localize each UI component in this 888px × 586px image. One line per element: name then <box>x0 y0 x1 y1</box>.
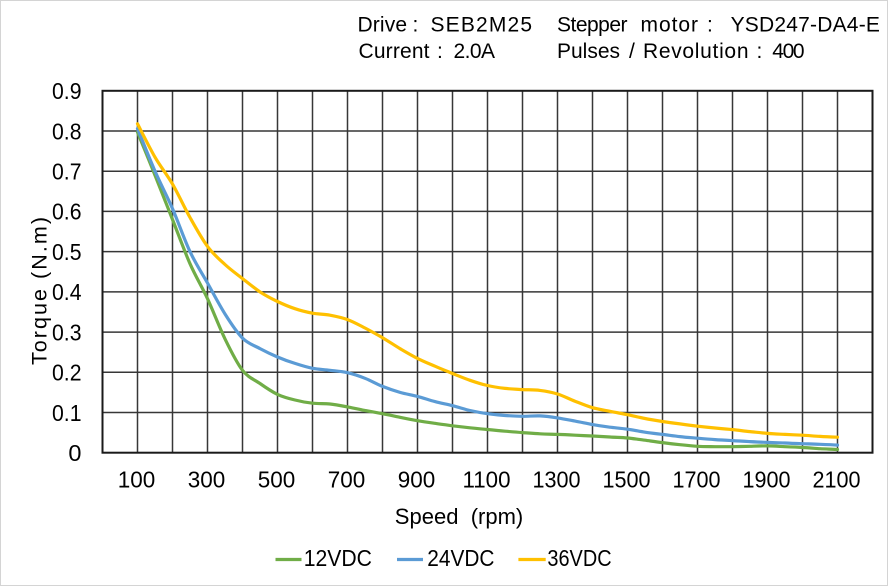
svg-text:100: 100 <box>118 467 156 493</box>
svg-text:1300: 1300 <box>533 467 581 493</box>
svg-text:1900: 1900 <box>743 467 791 493</box>
svg-text:1700: 1700 <box>673 467 721 493</box>
svg-text:500: 500 <box>258 467 296 493</box>
svg-text:YSD247-DA4-E: YSD247-DA4-E <box>731 13 880 36</box>
svg-text:motor: motor <box>641 13 699 36</box>
svg-text:0.1: 0.1 <box>52 400 82 426</box>
svg-text:12VDC: 12VDC <box>304 545 372 571</box>
svg-text:1500: 1500 <box>603 467 651 493</box>
svg-text:24VDC: 24VDC <box>427 545 494 571</box>
svg-text:0.9: 0.9 <box>52 78 82 104</box>
svg-text:0: 0 <box>68 440 81 466</box>
svg-text:0.4: 0.4 <box>52 279 82 305</box>
svg-text:0.5: 0.5 <box>52 239 82 265</box>
svg-text::: : <box>437 40 443 63</box>
svg-text:Revolution: Revolution <box>643 40 749 63</box>
svg-text:0.3: 0.3 <box>52 319 82 345</box>
svg-text::: : <box>757 40 763 63</box>
svg-text:Torque (N.m): Torque (N.m) <box>27 217 51 365</box>
svg-text:Drive: Drive <box>358 13 408 36</box>
svg-text:0.6: 0.6 <box>52 199 82 225</box>
svg-text:Speed (rpm): Speed (rpm) <box>395 504 524 529</box>
svg-text:400: 400 <box>772 40 804 63</box>
svg-text:Stepper: Stepper <box>557 13 628 36</box>
svg-text:0.7: 0.7 <box>52 159 82 185</box>
svg-text:0.8: 0.8 <box>52 118 82 144</box>
svg-text::: : <box>413 13 419 36</box>
svg-text:0.2: 0.2 <box>52 360 82 386</box>
svg-text:700: 700 <box>328 467 366 493</box>
svg-text:/: / <box>629 40 635 63</box>
svg-text:36VDC: 36VDC <box>547 545 611 571</box>
svg-text::: : <box>707 13 713 36</box>
svg-text:2100: 2100 <box>813 467 861 493</box>
svg-text:1100: 1100 <box>463 467 511 493</box>
svg-text:900: 900 <box>398 467 436 493</box>
svg-text:300: 300 <box>188 467 226 493</box>
svg-text:Current: Current <box>359 40 430 63</box>
svg-text:2.0A: 2.0A <box>454 40 496 63</box>
svg-text:SEB2M25: SEB2M25 <box>431 13 533 36</box>
svg-text:Pulses: Pulses <box>557 40 620 63</box>
